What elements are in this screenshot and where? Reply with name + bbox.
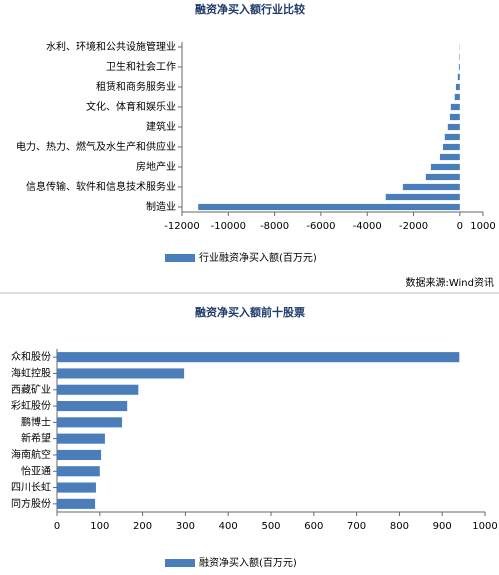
bar xyxy=(57,466,100,477)
y-tick-label: 彩虹股份 xyxy=(11,400,51,412)
bar xyxy=(449,113,460,121)
bar xyxy=(425,173,460,181)
y-tick-label: 鹏博士 xyxy=(21,415,51,428)
y-tick-label: 制造业 xyxy=(146,200,176,213)
bar xyxy=(57,400,128,412)
bar xyxy=(57,449,102,461)
legend-label: 行业融资净买入额(百万元) xyxy=(199,251,317,264)
legend-label: 融资净买入额(百万元) xyxy=(199,556,297,569)
bar xyxy=(57,384,139,395)
bar xyxy=(454,93,460,101)
bar xyxy=(57,433,105,444)
x-tick-label: 800 xyxy=(390,521,409,532)
bar xyxy=(57,368,185,379)
y-tick-label: 建筑业 xyxy=(146,120,176,133)
bar xyxy=(457,73,460,81)
bar xyxy=(402,183,460,191)
bar xyxy=(430,163,460,171)
y-tick-label: 卫生和社会工作 xyxy=(106,60,176,73)
bar xyxy=(57,417,123,428)
x-tick-label: 900 xyxy=(433,521,452,532)
bar xyxy=(57,498,96,509)
y-tick-label: 四川长虹 xyxy=(11,482,51,494)
x-tick-label: -8000 xyxy=(260,221,289,232)
x-tick-label: 1000 xyxy=(470,221,495,232)
bar xyxy=(57,482,96,493)
x-tick-label: 400 xyxy=(219,521,238,532)
bar xyxy=(458,63,460,71)
bar xyxy=(385,193,460,201)
legend-swatch xyxy=(165,254,195,262)
bar xyxy=(57,352,460,363)
bar xyxy=(447,123,460,131)
y-tick-label: 新希望 xyxy=(21,432,51,445)
y-tick-label: 众和股份 xyxy=(11,351,51,363)
bar xyxy=(198,203,460,211)
x-tick-label: -10000 xyxy=(211,221,246,232)
y-tick-label: 电力、热力、燃气及水生产和供应业 xyxy=(16,140,176,153)
bar xyxy=(450,103,460,111)
x-tick-label: 0 xyxy=(54,521,60,532)
x-tick-label: 600 xyxy=(304,521,323,532)
bar xyxy=(442,143,460,151)
x-tick-label: 1000 xyxy=(472,521,497,532)
x-tick-label: 0 xyxy=(457,221,463,232)
x-tick-label: -4000 xyxy=(353,221,382,232)
chart-title: 融资净买入额前十股票 xyxy=(195,305,305,319)
y-tick-label: 文化、体育和娱乐业 xyxy=(86,100,176,113)
source-note: 数据来源:Wind资讯 xyxy=(405,276,494,289)
x-tick-label: 300 xyxy=(176,521,195,532)
bar xyxy=(444,133,460,141)
y-tick-label: 海南航空 xyxy=(11,448,51,461)
y-tick-label: 怡亚通 xyxy=(21,464,51,477)
x-tick-label: 200 xyxy=(133,521,152,532)
x-tick-label: -6000 xyxy=(306,221,335,232)
chart-title: 融资净买入额行业比较 xyxy=(195,2,305,16)
bar xyxy=(439,153,460,161)
y-tick-label: 水利、环境和公共设施管理业 xyxy=(46,40,176,53)
x-tick-label: 700 xyxy=(347,521,366,532)
y-tick-label: 信息传输、软件和信息技术服务业 xyxy=(26,180,176,193)
bar xyxy=(455,83,460,91)
x-tick-label: 100 xyxy=(90,521,109,532)
y-tick-label: 同方股份 xyxy=(11,497,51,510)
y-tick-label: 海虹控股 xyxy=(11,366,51,379)
legend-swatch xyxy=(165,559,195,567)
x-tick-label: 500 xyxy=(261,521,280,532)
y-tick-label: 租赁和商务服务业 xyxy=(96,80,176,93)
y-tick-label: 房地产业 xyxy=(136,160,176,173)
y-tick-label: 西藏矿业 xyxy=(11,383,51,396)
x-tick-label: -2000 xyxy=(399,221,428,232)
x-tick-label: -12000 xyxy=(164,221,199,232)
